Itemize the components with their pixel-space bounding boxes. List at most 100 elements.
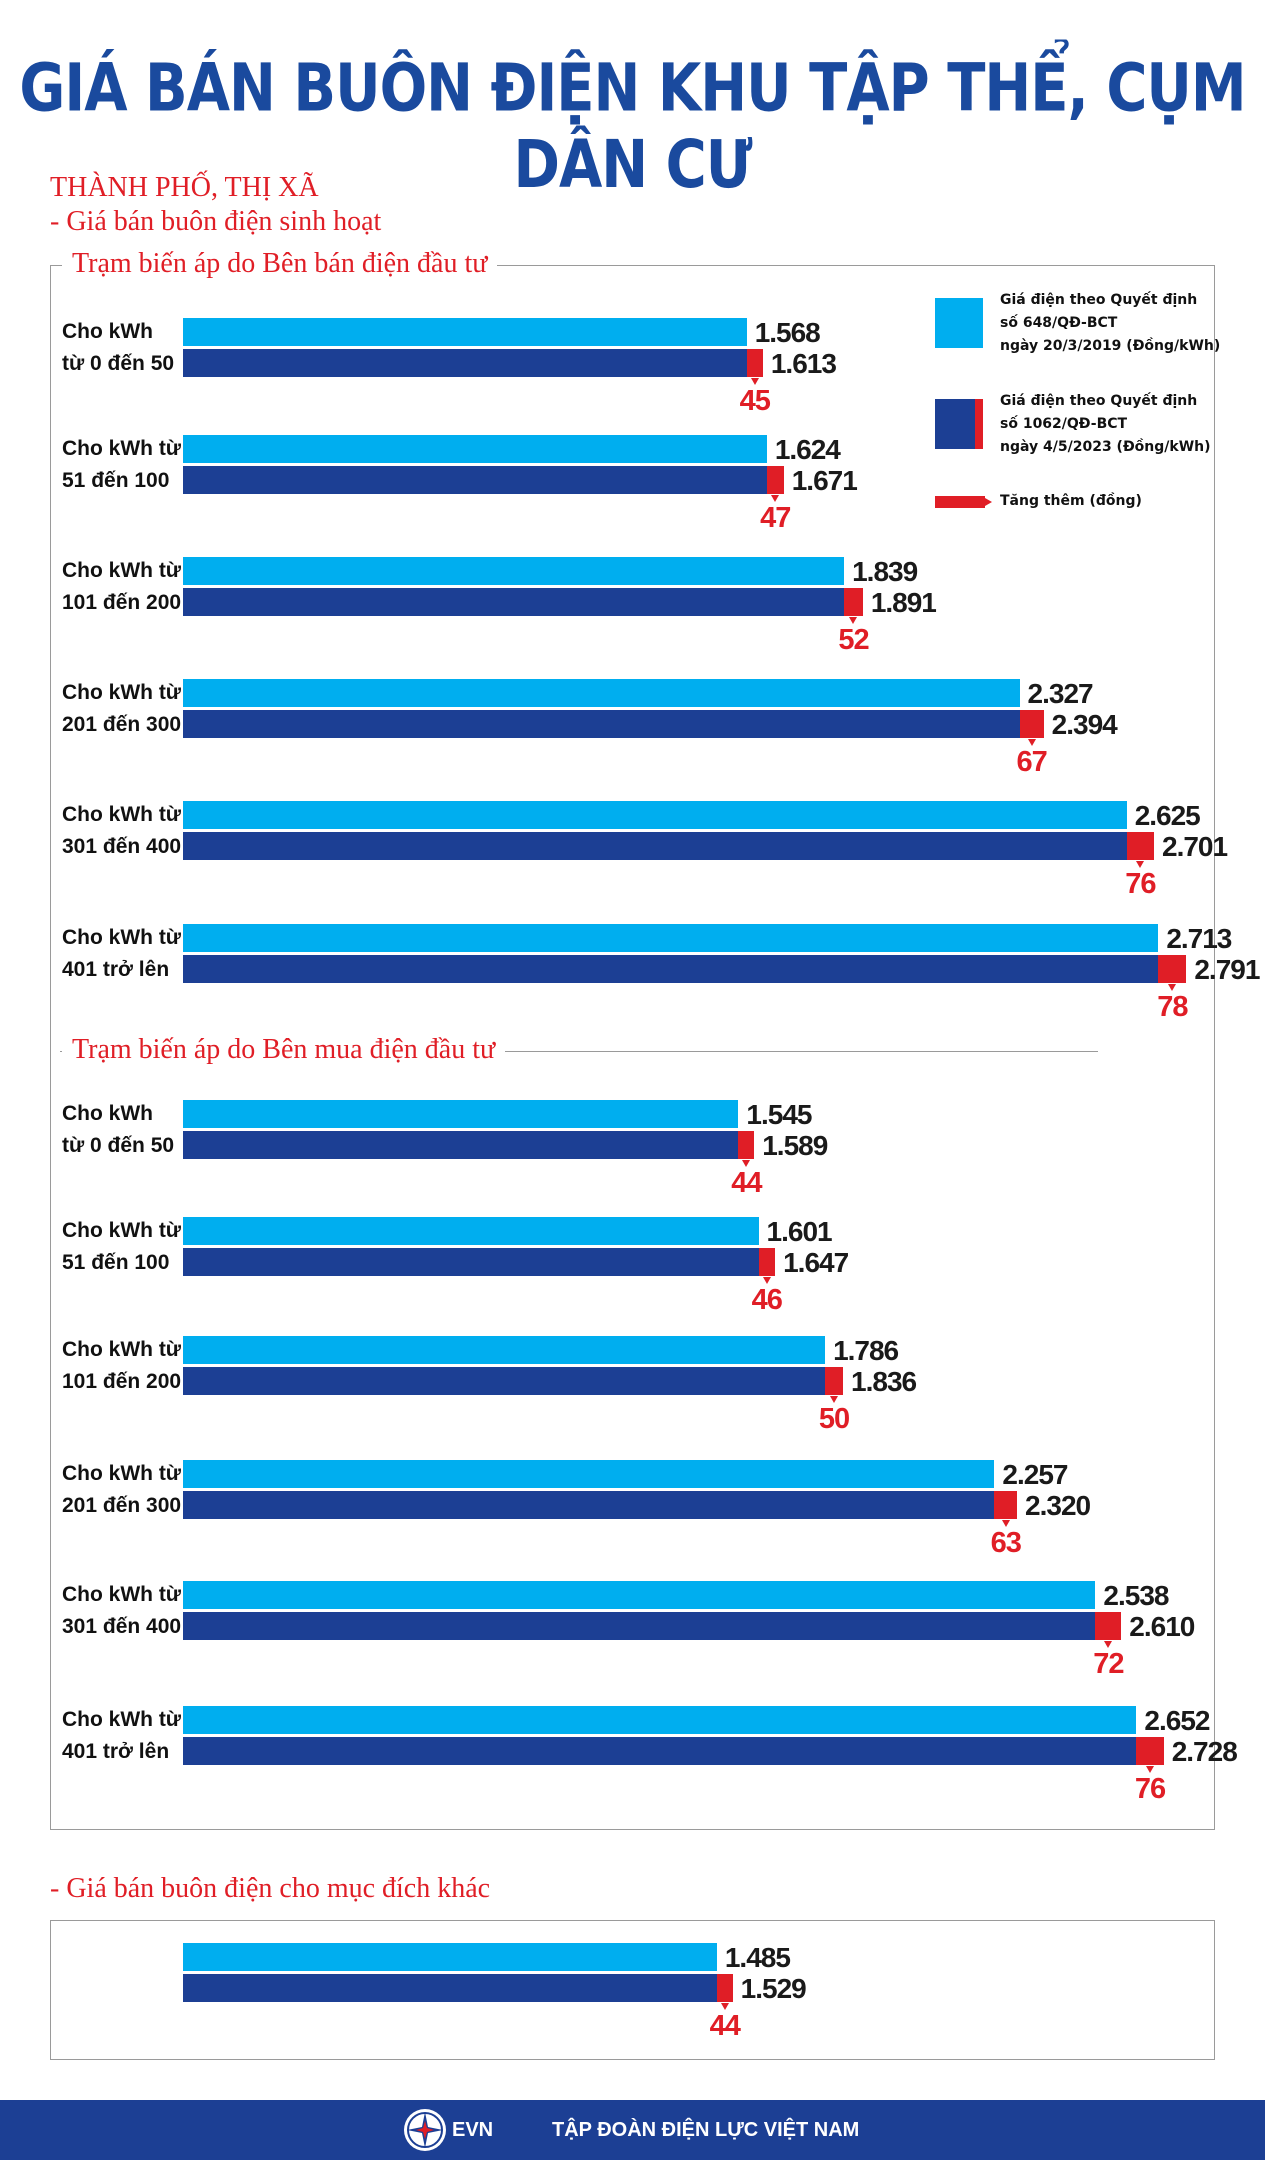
legend-swatch-new-increase xyxy=(975,399,983,449)
bar-increase xyxy=(1158,955,1187,983)
bar-old-price xyxy=(183,1100,739,1128)
bar-new-price xyxy=(183,1737,1137,1765)
bar-increase xyxy=(766,466,784,494)
increase-label: 76 xyxy=(1125,868,1156,900)
value-label-new: 1.613 xyxy=(770,348,837,379)
category-label-line-2: 401 trở lên xyxy=(62,1740,170,1763)
group-title-seller: Trạm biến áp do Bên bán điện đầu tư xyxy=(62,248,498,280)
value-label-old: 1.568 xyxy=(754,317,821,348)
bar-old-price xyxy=(183,801,1127,829)
bar-increase xyxy=(844,588,863,616)
legend-swatch-increase xyxy=(935,496,985,508)
category-label-line-1: Cho kWh từ xyxy=(62,926,182,949)
legend-arrow-icon xyxy=(985,498,992,506)
increase-label: 67 xyxy=(1016,746,1047,778)
value-label-old: 2.713 xyxy=(1166,923,1232,954)
bar-increase xyxy=(1019,710,1044,738)
legend-new-line-2: số 1062/QĐ-BCT xyxy=(1000,416,1128,432)
bar-new-price xyxy=(183,1612,1096,1640)
bar-old-price xyxy=(183,924,1159,952)
increase-marker-icon xyxy=(742,1160,751,1167)
legend-old-line-1: Giá điện theo Quyết định xyxy=(1000,292,1198,308)
bar-increase xyxy=(758,1248,776,1276)
increase-label: 78 xyxy=(1157,991,1188,1023)
increase-label: 72 xyxy=(1093,1648,1124,1680)
group-rule xyxy=(60,1051,1098,1052)
value-label-old: 1.786 xyxy=(833,1335,899,1366)
bar-old-price xyxy=(183,1706,1137,1734)
value-label-old: 1.839 xyxy=(852,556,918,587)
value-label-old: 2.257 xyxy=(1002,1459,1068,1490)
category-label: Cho kWh từ 401 trở lên xyxy=(62,922,182,986)
increase-marker-icon xyxy=(1104,1641,1113,1648)
increase-label: 63 xyxy=(990,1527,1022,1559)
category-label-line-1: Cho kWh từ xyxy=(62,1708,182,1731)
category-label-line-2: 301 đến 400 xyxy=(62,835,182,858)
category-label-line-1: Cho kWh từ xyxy=(62,1462,182,1485)
category-label: Cho kWh từ 0 đến 50 xyxy=(62,316,182,380)
legend-swatch-new xyxy=(935,399,975,449)
category-label-line-1: Cho kWh từ xyxy=(62,803,182,826)
increase-label: 47 xyxy=(760,502,791,534)
bar-new-price xyxy=(183,1131,739,1159)
domestic-frame xyxy=(50,265,1215,1830)
value-label-new: 1.836 xyxy=(851,1366,917,1397)
value-label-new: 1.891 xyxy=(870,587,937,618)
legend-swatch-old xyxy=(935,298,983,348)
bar-old-price xyxy=(183,1217,759,1245)
group-title-buyer: Trạm biến áp do Bên mua điện đầu tư xyxy=(62,1034,506,1066)
value-label-old: 2.538 xyxy=(1103,1580,1169,1611)
value-label-new: 2.728 xyxy=(1171,1736,1238,1767)
bar-old-price xyxy=(183,1460,995,1488)
legend-text-new: Giá điện theo Quyết định số 1062/QĐ-BCT … xyxy=(1000,390,1211,459)
domestic-subheading: - Giá bán buôn điện sinh hoạt xyxy=(50,206,382,237)
increase-label: 50 xyxy=(818,1403,850,1435)
bar-old-price xyxy=(183,1943,717,1971)
increase-marker-icon xyxy=(762,1277,771,1284)
legend-text-increase: Tăng thêm (đồng) xyxy=(1000,493,1142,509)
category-label-line-2: từ 0 đến 50 xyxy=(62,352,175,375)
bar-increase xyxy=(1095,1612,1122,1640)
value-label-new: 2.320 xyxy=(1025,1490,1091,1521)
bar-old-price xyxy=(183,679,1020,707)
bar-new-price xyxy=(183,1248,759,1276)
value-label-old: 1.601 xyxy=(766,1216,833,1247)
category-label: Cho kWh từ 101 đến 200 xyxy=(62,555,182,619)
value-label-old: 1.545 xyxy=(746,1099,812,1130)
value-label-new: 1.529 xyxy=(740,1973,807,2004)
bar-old-price xyxy=(183,1581,1096,1609)
value-label-old: 1.485 xyxy=(724,1942,791,1973)
bar-increase xyxy=(994,1491,1018,1519)
value-label-new: 2.791 xyxy=(1194,954,1260,985)
category-label: Cho kWh từ 201 đến 300 xyxy=(62,1458,182,1522)
category-label-line-1: Cho kWh xyxy=(62,1102,153,1125)
category-label-line-1: Cho kWh từ xyxy=(62,681,182,704)
category-label-line-1: Cho kWh từ xyxy=(62,1219,182,1242)
page-title: GIÁ BÁN BUÔN ĐIỆN KHU TẬP THỂ, CỤM DÂN C… xyxy=(19,50,1246,204)
footer-brand: EVN xyxy=(452,2119,494,2141)
bar-increase xyxy=(1136,1737,1164,1765)
category-label: Cho kWh từ 301 đến 400 xyxy=(62,1579,182,1643)
other-subheading: - Giá bán buôn điện cho mục đích khác xyxy=(50,1873,491,1904)
value-label-old: 2.652 xyxy=(1144,1705,1210,1736)
increase-marker-icon xyxy=(1001,1520,1010,1527)
category-label-line-2: 101 đến 200 xyxy=(62,1370,182,1393)
bar-increase xyxy=(825,1367,844,1395)
bar-new-price xyxy=(183,349,747,377)
value-label-new: 1.589 xyxy=(762,1130,828,1161)
category-label: Cho kWh từ 401 trở lên xyxy=(62,1704,182,1768)
category-label-line-2: 51 đến 100 xyxy=(62,469,170,492)
increase-label: 46 xyxy=(751,1284,783,1316)
legend-new-line-3: ngày 4/5/2023 (Đồng/kWh) xyxy=(1000,439,1211,455)
category-label-line-2: từ 0 đến 50 xyxy=(62,1134,175,1157)
increase-marker-icon xyxy=(1136,861,1145,868)
bar-new-price xyxy=(183,832,1127,860)
value-label-new: 1.647 xyxy=(783,1247,849,1278)
value-label-old: 2.625 xyxy=(1134,800,1201,831)
bar-increase xyxy=(716,1974,733,2002)
category-label-line-1: Cho kWh từ xyxy=(62,559,182,582)
bar-old-price xyxy=(183,435,767,463)
other-frame xyxy=(50,1920,1215,2060)
bar-increase xyxy=(1126,832,1154,860)
category-label: Cho kWh từ 51 đến 100 xyxy=(62,1215,182,1279)
